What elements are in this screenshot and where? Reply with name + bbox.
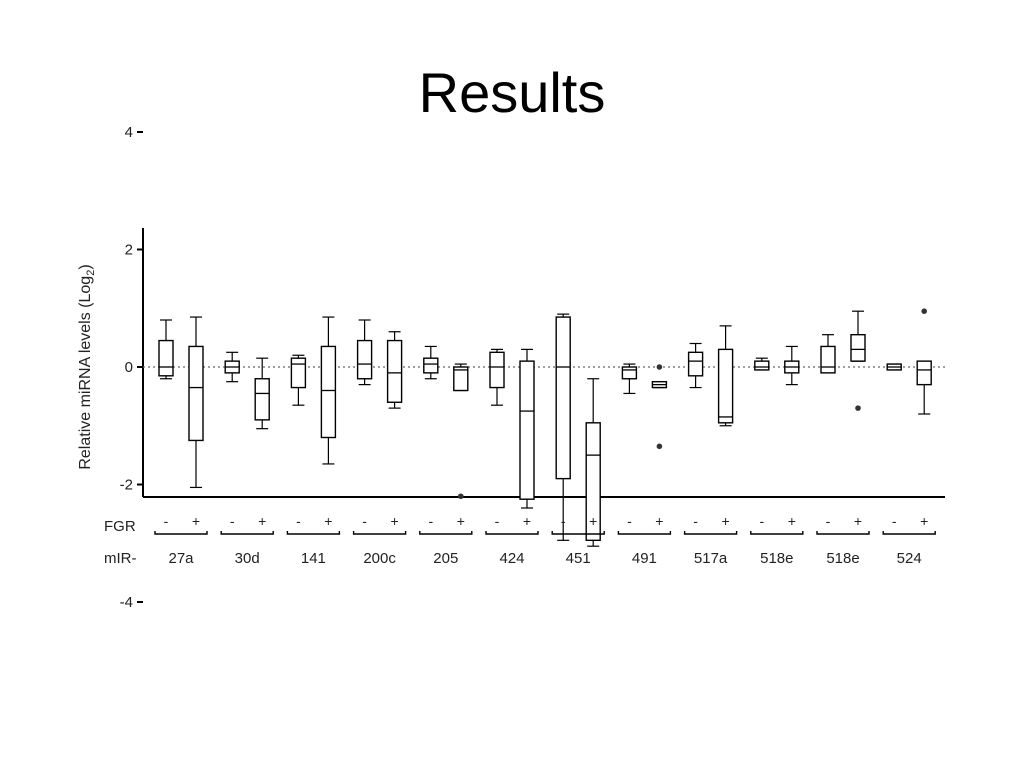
fgr-sign-label: +: [788, 513, 796, 529]
mirna-label: 205: [433, 550, 458, 567]
y-tick-label: -4: [120, 594, 133, 611]
group-bracket: [750, 531, 804, 535]
box: [188, 345, 204, 442]
mirna-label: 524: [897, 550, 922, 567]
fgr-sign-label: -: [892, 513, 897, 529]
fgr-sign-label: -: [759, 513, 764, 529]
fgr-sign-label: +: [920, 513, 928, 529]
group-bracket: [551, 531, 605, 535]
fgr-sign-label: -: [495, 513, 500, 529]
box: [687, 351, 704, 377]
box: [519, 360, 535, 500]
group-bracket: [617, 531, 672, 535]
fgr-sign-label: -: [826, 513, 831, 529]
box: [423, 357, 439, 374]
box: [585, 422, 601, 542]
box: [386, 339, 403, 403]
box: [820, 345, 836, 374]
mirna-label: 30d: [235, 550, 260, 567]
mirna-label: 518e: [760, 550, 793, 567]
box: [717, 348, 734, 424]
group-bracket: [816, 531, 870, 535]
box: [453, 366, 469, 392]
group-bracket: [882, 531, 936, 535]
mirna-label: 27a: [168, 550, 194, 567]
fgr-row-label: FGR: [104, 518, 136, 535]
fgr-sign-label: +: [589, 513, 597, 529]
outlier-point: [656, 443, 663, 450]
y-axis-label-text: Relative miRNA levels (Log: [77, 276, 94, 470]
mirna-label: 200c: [363, 550, 396, 567]
y-tick-label: -2: [120, 477, 133, 494]
group-bracket: [286, 531, 341, 535]
group-bracket: [220, 531, 274, 535]
y-tick-label: 4: [125, 124, 133, 141]
fgr-sign-label: +: [391, 513, 399, 529]
outlier-point: [855, 405, 861, 411]
fgr-sign-label: +: [457, 513, 465, 529]
mir-row-label: mIR-: [104, 550, 137, 567]
box: [158, 339, 174, 377]
fgr-sign-label: +: [324, 513, 332, 529]
fgr-sign-label: -: [164, 513, 169, 529]
fgr-sign-label: -: [230, 513, 235, 529]
y-tick-label: 2: [125, 242, 133, 259]
mirna-label: 141: [301, 550, 326, 567]
box: [320, 345, 337, 439]
fgr-sign-label: -: [428, 513, 433, 529]
fgr-sign-label: -: [627, 513, 632, 529]
fgr-sign-label: +: [192, 513, 200, 529]
box: [850, 333, 866, 362]
fgr-sign-label: +: [655, 513, 663, 529]
fgr-sign-label: -: [362, 513, 367, 529]
box: [754, 360, 770, 371]
box: [356, 339, 373, 380]
fgr-sign-label: +: [523, 513, 531, 529]
group-bracket: [154, 531, 208, 535]
outlier-point: [921, 308, 927, 314]
group-bracket: [485, 531, 539, 535]
mirna-label: 451: [566, 550, 591, 567]
outlier-point: [656, 364, 663, 370]
y-axis-label-close: ): [77, 264, 94, 269]
box: [290, 357, 307, 389]
group-bracket: [352, 531, 407, 535]
mirna-label: 491: [632, 550, 657, 567]
box: [489, 351, 505, 389]
y-axis-label-subscript: 2: [85, 270, 97, 276]
y-axis-label: Relative miRNA levels (Log2): [77, 264, 97, 469]
mirna-label: 518e: [826, 550, 859, 567]
fgr-sign-label: -: [561, 513, 566, 529]
fgr-sign-label: -: [693, 513, 698, 529]
mirna-label: 517a: [694, 550, 728, 567]
group-bracket: [419, 531, 473, 535]
fgr-sign-label: -: [296, 513, 301, 529]
group-bracket: [683, 531, 738, 535]
fgr-sign-label: +: [258, 513, 266, 529]
box: [555, 316, 571, 480]
fgr-sign-label: +: [722, 513, 730, 529]
outlier-point: [458, 493, 464, 500]
fgr-sign-label: +: [854, 513, 862, 529]
mirna-label: 424: [499, 550, 524, 567]
box: [916, 360, 932, 386]
box: [254, 378, 270, 421]
box: [621, 366, 638, 380]
y-tick-label: 0: [125, 359, 133, 376]
slide-title: Results: [418, 61, 606, 124]
